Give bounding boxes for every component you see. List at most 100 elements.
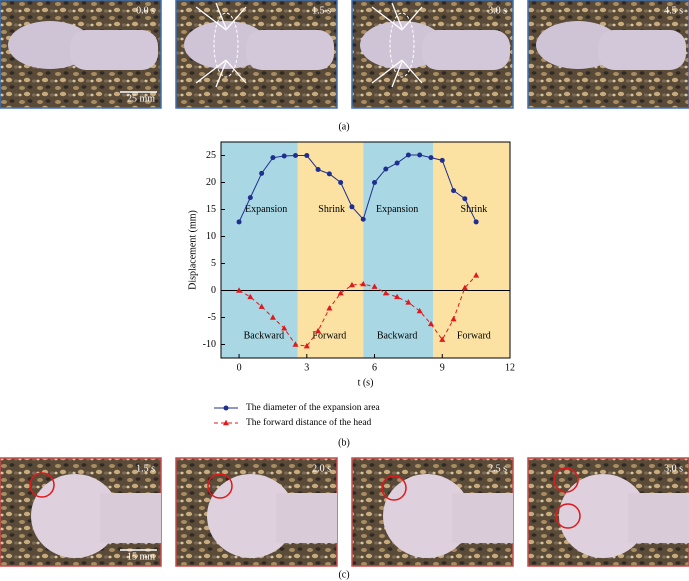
y-tick-label: 0 xyxy=(211,285,216,296)
region-label: Shrink xyxy=(318,204,345,215)
time-label: 2.5 s xyxy=(488,463,507,474)
expansion-outline xyxy=(213,12,239,78)
marker xyxy=(473,272,480,278)
chart: -10 -5 0 5 10 15 20 25 0 3 6 9 12 t (s) Displacement (… xyxy=(187,141,515,448)
marker xyxy=(293,153,299,158)
marker xyxy=(461,284,468,290)
marker xyxy=(428,155,434,161)
marker xyxy=(382,290,389,296)
marker xyxy=(247,195,253,201)
marker xyxy=(360,216,366,222)
marker xyxy=(303,342,310,349)
highlight-circle xyxy=(381,475,407,501)
marker xyxy=(405,152,411,158)
marker xyxy=(269,314,276,320)
legend-label: The diameter of the expansion area xyxy=(246,402,381,413)
y-tick-label: 15 xyxy=(206,204,216,215)
marker xyxy=(383,166,389,172)
marker xyxy=(338,180,344,185)
x-tick-label: 6 xyxy=(372,362,377,373)
marker xyxy=(450,315,457,322)
arrow xyxy=(401,59,423,84)
arrow xyxy=(195,59,227,84)
caption-a: (a) xyxy=(338,121,349,132)
marker xyxy=(223,419,229,426)
time-label: 3.0 s xyxy=(664,463,683,474)
marker xyxy=(270,155,276,161)
x-tick-label: 0 xyxy=(237,362,242,373)
series-line xyxy=(238,275,477,347)
marker xyxy=(394,293,401,300)
x-tick-label: 3 xyxy=(304,362,309,373)
shaded-region xyxy=(297,142,364,358)
marker xyxy=(326,171,332,177)
marker xyxy=(451,188,457,194)
scale-label: 25 mm xyxy=(127,93,155,104)
marker xyxy=(337,290,344,296)
highlight-circle xyxy=(553,467,579,493)
marker xyxy=(405,299,412,305)
time-label: 1.5 s xyxy=(312,5,331,16)
arrow xyxy=(225,6,247,31)
region-label: Expansion xyxy=(376,204,418,215)
robot-tail xyxy=(100,493,161,543)
marker xyxy=(259,170,265,176)
arrow xyxy=(371,59,403,84)
time-label: 0.0 s xyxy=(136,5,155,16)
x-tick-label: 12 xyxy=(505,362,515,373)
arrow xyxy=(371,6,403,31)
marker xyxy=(258,303,265,309)
scale-label: 15 mm xyxy=(127,551,155,562)
marker xyxy=(348,281,355,288)
y-tick-label: 20 xyxy=(206,177,216,188)
expansion-outline xyxy=(389,12,415,78)
region-label: Shrink xyxy=(461,204,488,215)
caption-b: (b) xyxy=(338,437,350,448)
marker xyxy=(371,283,378,289)
robot-tail xyxy=(598,30,686,70)
robot-head xyxy=(31,474,119,558)
arrow xyxy=(215,61,227,88)
marker xyxy=(427,320,434,327)
marker xyxy=(326,305,333,311)
marker xyxy=(247,293,254,300)
time-label: 4.5 s xyxy=(664,5,683,16)
marker xyxy=(281,325,288,331)
x-axis-label: t (s) xyxy=(358,377,374,388)
robot-tail xyxy=(422,30,510,70)
marker xyxy=(315,167,321,173)
arrow xyxy=(391,2,403,29)
series-line xyxy=(238,154,477,223)
highlight-circle xyxy=(555,503,581,529)
shaded-region xyxy=(363,142,434,358)
y-axis-label: Displacement (mm) xyxy=(187,210,198,290)
caption-c: (c) xyxy=(338,569,349,580)
photo-row-a: 0.0 s 1.5 s 3.0 s 4.5 s 25 mm xyxy=(0,0,689,109)
robot-tail xyxy=(70,30,158,70)
marker xyxy=(236,287,243,293)
y-tick-label: 25 xyxy=(206,150,216,161)
y-tick-label: -10 xyxy=(203,339,216,350)
legend-label: The forward distance of the head xyxy=(246,417,372,428)
time-label: 2.0 s xyxy=(312,463,331,474)
arrow xyxy=(195,6,227,31)
region-label: Backward xyxy=(244,331,285,342)
marker xyxy=(462,196,468,202)
robot-tail xyxy=(628,493,689,543)
arrow xyxy=(391,61,403,88)
y-tick-label: -5 xyxy=(208,312,216,323)
robot-head xyxy=(559,474,647,558)
marker xyxy=(417,152,423,158)
marker xyxy=(281,153,287,159)
x-tick-label: 9 xyxy=(440,362,445,373)
y-tick-label: 10 xyxy=(206,231,216,242)
y-tick-label: 5 xyxy=(211,258,216,269)
time-label: 1.5 s xyxy=(136,463,155,474)
marker xyxy=(304,153,310,158)
marker xyxy=(360,280,367,287)
arrow xyxy=(401,6,423,31)
region-label: Expansion xyxy=(245,204,287,215)
marker xyxy=(223,405,229,411)
photo-row-c: 1.5 s 2.0 s 2.5 s 3.0 s 15 mm xyxy=(0,457,689,567)
